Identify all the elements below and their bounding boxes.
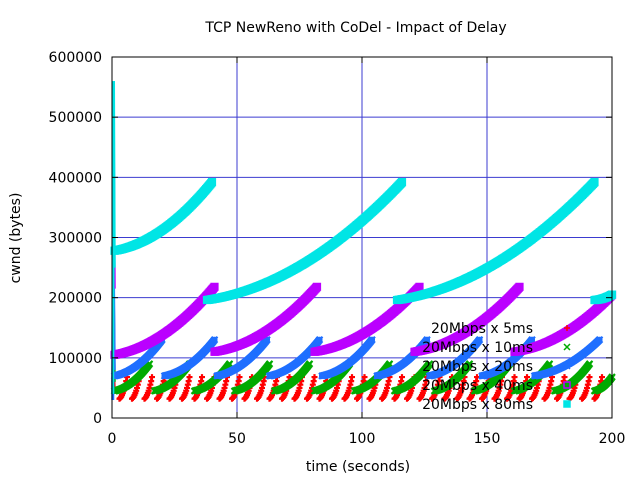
series-segment: [213, 336, 271, 380]
data-point: [236, 374, 243, 381]
series-segment: [425, 336, 484, 380]
series-segment: [110, 360, 154, 395]
series-segment: [392, 178, 599, 305]
legend-label: 20Mbps x 80ms: [422, 397, 533, 413]
data-point: [186, 374, 193, 381]
series-segment: [430, 360, 474, 395]
legend-label: 20Mbps x 5ms: [431, 321, 533, 337]
series-layer: [110, 81, 617, 402]
data-point: [423, 336, 431, 344]
data-point: [465, 360, 474, 368]
data-point: [225, 360, 234, 368]
y-tick-label: 600000: [49, 50, 102, 66]
series-20mbps-x-80ms: [110, 81, 617, 394]
series-segment: [270, 360, 314, 395]
x-tick-label: 100: [349, 431, 376, 447]
x-axis-label: time (seconds): [306, 459, 410, 475]
series-segment: [410, 282, 524, 356]
series-segment: [265, 336, 324, 380]
data-point: [305, 360, 314, 368]
series-20mbps-x-20ms: [110, 279, 604, 400]
series-segment: [579, 374, 593, 402]
data-point: [561, 374, 568, 381]
y-tick-label: 0: [93, 411, 102, 427]
series-spike: [111, 81, 116, 394]
x-tick-label: 50: [228, 431, 246, 447]
data-point: [475, 336, 484, 344]
data-point: [515, 282, 524, 291]
series-segment: [541, 374, 555, 402]
y-tick-label: 500000: [49, 110, 102, 126]
series-segment: [210, 282, 322, 356]
legend-label: 20Mbps x 40ms: [422, 378, 533, 394]
data-point: [315, 336, 324, 344]
data-point: [524, 374, 530, 381]
y-tick-label: 400000: [49, 170, 102, 186]
data-point: [312, 282, 322, 291]
data-point: [265, 360, 274, 368]
series-segment: [590, 373, 616, 395]
series-segment: [416, 374, 430, 402]
chart-title: TCP NewReno with CoDel - Impact of Delay: [204, 20, 506, 36]
data-point: [474, 374, 480, 381]
data-point: [586, 374, 593, 381]
series-20mbps-x-40ms: [110, 156, 617, 388]
legend-marker: [563, 400, 571, 408]
data-point: [368, 336, 376, 344]
data-point: [311, 374, 318, 381]
series-segment: [318, 336, 376, 380]
data-point: [425, 360, 434, 368]
data-point: [385, 360, 394, 368]
x-tick-label: 200: [599, 431, 626, 447]
series-segment: [216, 374, 230, 402]
series-segment: [202, 178, 407, 305]
y-tick-label: 200000: [49, 291, 102, 307]
data-point: [361, 374, 368, 381]
data-point: [595, 336, 604, 344]
data-point: [528, 336, 536, 344]
data-point: [397, 178, 407, 187]
series-segment: [110, 178, 217, 255]
legend-label: 20Mbps x 20ms: [422, 359, 533, 375]
y-axis-label: cwnd (bytes): [8, 193, 24, 284]
legend-marker: [563, 381, 571, 389]
data-point: [349, 374, 355, 381]
series-segment: [230, 360, 274, 395]
series-segment: [379, 374, 393, 402]
series-segment: [160, 336, 219, 380]
data-point: [599, 374, 605, 381]
series-segment: [530, 336, 604, 380]
series-segment: [510, 360, 554, 395]
series-segment: [141, 374, 155, 402]
x-tick-label: 150: [474, 431, 501, 447]
series-segment: [390, 360, 434, 395]
data-point: [585, 360, 594, 368]
y-tick-label: 100000: [49, 351, 102, 367]
data-point: [199, 374, 205, 381]
data-point: [511, 374, 518, 381]
legend-marker: [563, 343, 571, 351]
data-point: [210, 336, 219, 344]
legend-marker: [564, 325, 570, 331]
series-segment: [504, 374, 518, 402]
series-segment: [341, 374, 355, 402]
data-point: [590, 178, 599, 187]
data-point: [545, 360, 554, 368]
series-segment: [454, 374, 468, 402]
data-point: [263, 336, 271, 344]
ticks: 0 50 100 150 200 0 100000 200000 300000 400000 500…: [49, 50, 626, 447]
series-segment: [179, 374, 193, 402]
data-point: [207, 178, 217, 187]
x-tick-label: 0: [108, 431, 117, 447]
legend: 20Mbps x 5ms 20Mbps x 10ms 20Mbps x 20ms 20…: [422, 321, 571, 413]
data-point: [149, 374, 155, 381]
legend-label: 20Mbps x 10ms: [422, 340, 533, 356]
data-point: [210, 282, 219, 291]
data-point: [399, 374, 405, 381]
y-tick-label: 300000: [49, 231, 102, 247]
legend-marker: [563, 362, 571, 370]
